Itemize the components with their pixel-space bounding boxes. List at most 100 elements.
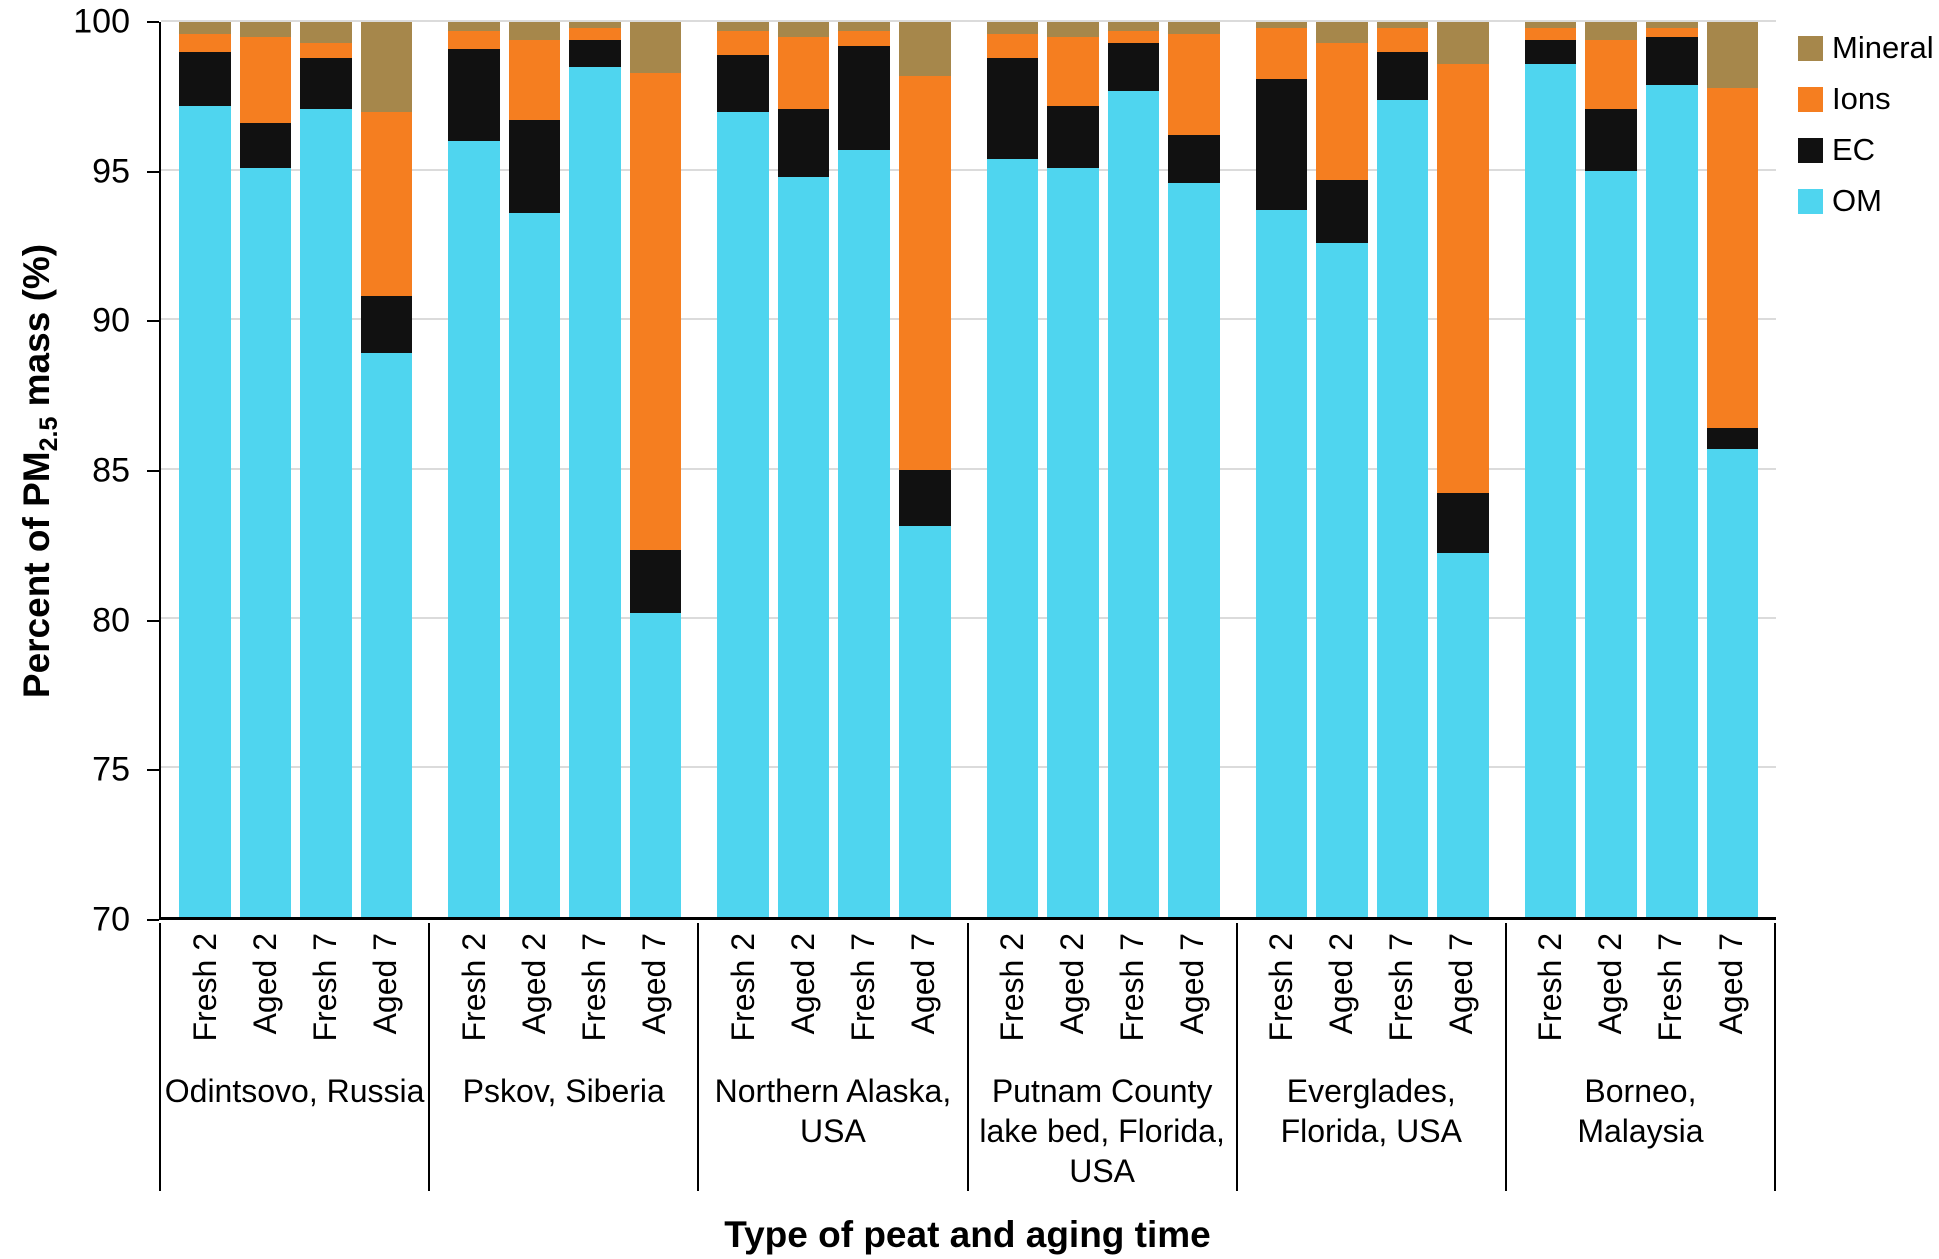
axis-group: Fresh 2 Aged 2 Fresh 7 Aged 7 Everglades, Fl…: [1235, 923, 1505, 1191]
group-label: Everglades, Florida, USA: [1280, 1073, 1462, 1149]
y-tick-mark: [147, 320, 159, 323]
bar-segment-om: [1585, 171, 1637, 917]
bar-label: Fresh 7: [575, 933, 612, 1042]
bar-segment-ions: [508, 39, 561, 121]
bar-slot: [569, 22, 621, 917]
bar-segment-ec: [1047, 105, 1099, 169]
bar-label: Aged 2: [1592, 933, 1629, 1035]
bar-segment-ions: [239, 36, 292, 124]
bar-segment-om: [1047, 168, 1099, 917]
stacked-bar: [1107, 22, 1160, 917]
bar-label-cell: Aged 2: [239, 923, 290, 1065]
bar-segment-ec: [1316, 180, 1368, 243]
bar-label: Aged 2: [246, 933, 283, 1035]
bar-segment-ec: [1107, 42, 1160, 91]
bar-label-cell: Aged 7: [1167, 923, 1218, 1065]
y-tick-label: 100: [73, 2, 130, 41]
bar-segment-om: [360, 353, 413, 917]
y-tick-mark: [147, 21, 159, 23]
bar-segment-om: [1255, 209, 1308, 917]
bar-label-cell: Fresh 2: [179, 923, 230, 1065]
bar-label: Aged 7: [1443, 933, 1480, 1035]
bar-segment-om: [777, 177, 830, 917]
bar-segment-mineral: [1437, 22, 1489, 64]
bar-segment-om: [986, 159, 1039, 917]
bar-segment-ions: [1645, 28, 1698, 37]
bar-segment-mineral: [1047, 22, 1099, 37]
bar-segment-ec: [448, 48, 500, 142]
bar-slot: [448, 22, 500, 917]
legend-item: Mineral: [1798, 30, 1934, 66]
bar-segment-mineral: [1585, 22, 1637, 40]
stacked-bar: [508, 22, 561, 917]
bar-label-cell: Fresh 7: [1645, 923, 1696, 1065]
bar-label: Aged 7: [366, 933, 403, 1035]
legend-swatch-om-icon: [1798, 188, 1823, 214]
y-tick-label: 90: [92, 301, 130, 340]
bar-segment-ions: [1107, 30, 1160, 43]
bar-segment-ec: [1376, 51, 1429, 100]
stacked-bar: [898, 22, 951, 917]
stacked-bar: [838, 22, 890, 917]
bar-segment-om: [448, 141, 500, 917]
stacked-bar: [1168, 22, 1220, 917]
stacked-bar: [1437, 22, 1489, 917]
y-tick-mark: [147, 919, 159, 921]
bar-segment-ec: [1255, 78, 1308, 210]
bar-label-cell: Aged 7: [897, 923, 948, 1065]
y-tick-label: 70: [92, 900, 130, 939]
bar-segment-ions: [1585, 39, 1637, 109]
bar-segment-mineral: [838, 22, 890, 31]
bar-label-cell: Fresh 2: [1525, 923, 1576, 1065]
bar-slot: [629, 22, 682, 917]
bar-segment-ec: [986, 57, 1039, 160]
bar-segment-ions: [1524, 28, 1577, 40]
bar-segment-om: [569, 66, 621, 917]
legend-label: Mineral: [1832, 30, 1934, 65]
y-tick-label: 85: [92, 451, 130, 490]
legend-swatch-ions-icon: [1798, 86, 1823, 112]
bar-label: Aged 2: [515, 933, 552, 1035]
bar-segment-ec: [508, 120, 561, 213]
bar-label-cell: Aged 2: [1585, 923, 1636, 1065]
bar-label: Aged 2: [784, 933, 821, 1035]
stacked-bar: [1376, 22, 1429, 917]
bar-segment-mineral: [1645, 22, 1698, 28]
legend-label: EC: [1832, 132, 1876, 167]
bar-segment-ions: [179, 33, 231, 52]
bar-slot: [1524, 22, 1577, 917]
bar-segment-mineral: [629, 22, 682, 73]
bar-label-cell: Aged 2: [508, 923, 559, 1065]
stacked-bar: [717, 22, 769, 917]
y-tick-mark: [147, 769, 159, 772]
stacked-bar: [986, 22, 1039, 917]
bar-segment-ec: [1437, 493, 1489, 554]
bar-segment-om: [1524, 63, 1577, 917]
bar-label-cell: Aged 7: [628, 923, 679, 1065]
bar-segment-mineral: [569, 22, 621, 28]
y-tick-label: 75: [92, 750, 130, 789]
bar-segment-ions: [898, 75, 951, 470]
bar-label: Aged 2: [1054, 933, 1091, 1035]
bar-slot: [239, 22, 292, 917]
bar-label: Aged 7: [635, 933, 672, 1035]
bar-label-cell: Fresh 7: [1376, 923, 1427, 1065]
bar-segment-ec: [300, 57, 352, 109]
bar-labels-row: Fresh 2 Aged 2 Fresh 7 Aged 7: [699, 923, 966, 1065]
stacked-bar: [629, 22, 682, 917]
bar-segment-mineral: [1316, 22, 1368, 43]
bar-segment-om: [1706, 448, 1759, 917]
bar-segment-ec: [629, 550, 682, 613]
bar-segment-ec: [360, 296, 413, 354]
bar-segment-mineral: [448, 22, 500, 31]
bar-labels-row: Fresh 2 Aged 2 Fresh 7 Aged 7: [161, 923, 428, 1065]
bar-segment-ions: [1316, 42, 1368, 181]
x-axis-title: Type of peat and aging time: [724, 1214, 1211, 1255]
bar-segment-mineral: [360, 22, 413, 112]
bar-segment-ec: [838, 45, 890, 151]
bar-label-cell: Aged 7: [1436, 923, 1487, 1065]
y-tick-mark: [147, 170, 159, 173]
bar-segment-ions: [1047, 36, 1099, 106]
bar-segment-ions: [360, 111, 413, 297]
bar-label-cell: Fresh 7: [1107, 923, 1158, 1065]
